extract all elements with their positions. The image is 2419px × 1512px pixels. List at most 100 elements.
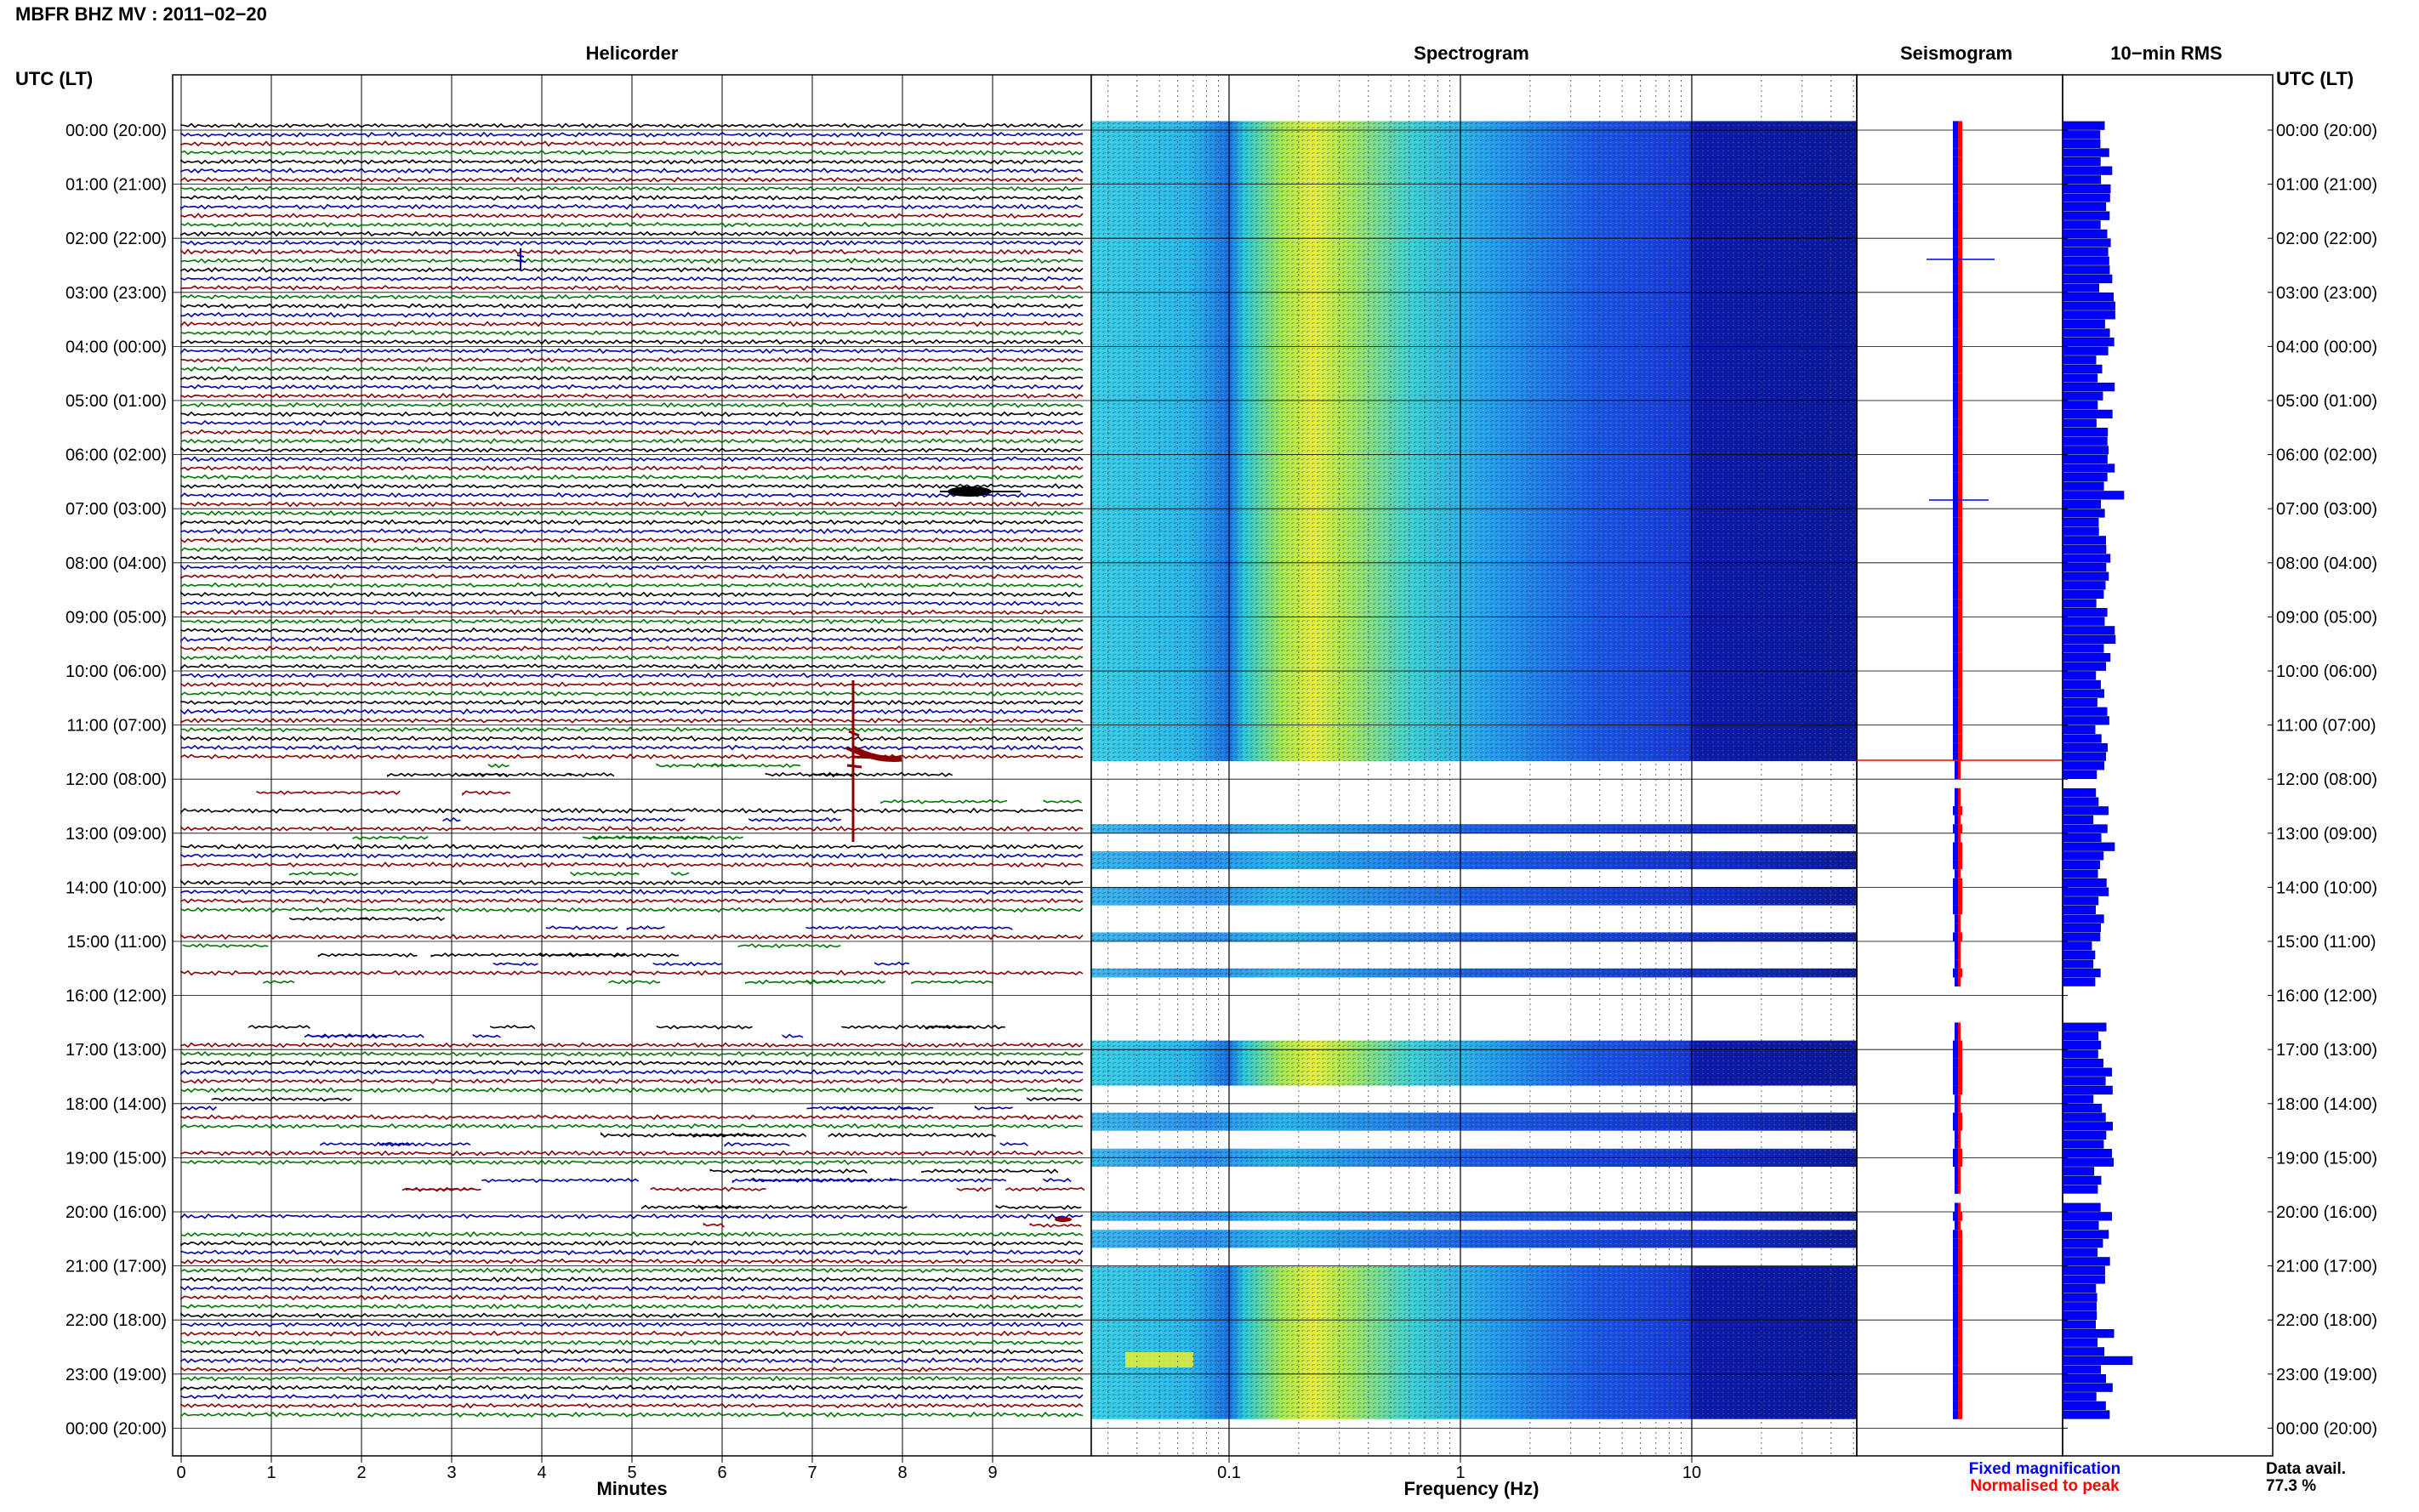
- helicorder-trace-segment: [921, 1168, 1059, 1174]
- seismogram-normalised-trace: [1958, 238, 1962, 247]
- helicorder-trace-segment: [874, 961, 910, 966]
- seismogram-normalised-trace: [1958, 1130, 1961, 1140]
- helicorder-trace-segment: [569, 772, 615, 778]
- helicorder-trace-segment: [358, 916, 446, 922]
- helicorder-trace: [180, 645, 1084, 652]
- seismogram-normalised-trace: [1958, 1320, 1962, 1329]
- seismogram-fixed-trace: [1953, 1157, 1958, 1167]
- seismogram-fixed-trace: [1953, 1365, 1958, 1374]
- seismogram-normalised-trace: [1958, 689, 1962, 698]
- helicorder-trace: [180, 897, 1084, 904]
- spectrogram-texture: [1091, 851, 1857, 870]
- rms-bar: [2062, 599, 2097, 608]
- time-label-left: 17:00 (13:00): [65, 1041, 167, 1060]
- spectrogram-title: Spectrogram: [1414, 43, 1529, 64]
- spectrogram-texture: [1091, 1212, 1857, 1221]
- seismogram-normalised-trace: [1958, 130, 1962, 139]
- helicorder-trace: [180, 1114, 1084, 1121]
- legend-normalised-to-peak: Normalised to peak: [1970, 1477, 2120, 1495]
- event-0200: [515, 248, 526, 270]
- seismogram-normalised-trace: [1958, 742, 1962, 753]
- rms-bar: [2062, 193, 2110, 202]
- helicorder-trace-segment: [1005, 1186, 1085, 1192]
- helicorder-trace: [180, 1402, 1084, 1409]
- seismogram-normalised-trace: [1958, 1293, 1962, 1302]
- seismogram-normalised-trace: [1958, 193, 1962, 202]
- rms-bar: [2062, 1140, 2104, 1149]
- seismogram-fixed-trace: [1953, 1148, 1958, 1158]
- helicorder-trace: [180, 446, 1084, 453]
- helicorder-trace: [180, 474, 1084, 480]
- helicorder-trace: [180, 338, 1084, 345]
- helicorder-trace: [180, 744, 1084, 751]
- rms-bar: [2062, 1220, 2099, 1230]
- seismogram-fixed-trace: [1953, 166, 1958, 175]
- rms-bar: [2062, 319, 2105, 329]
- helicorder-trace: [180, 1375, 1084, 1382]
- rms-bar: [2062, 1383, 2113, 1392]
- helicorder-trace-segment: [995, 1204, 1082, 1210]
- rms-bar: [2062, 481, 2104, 491]
- seismogram-fixed-trace: [1953, 734, 1958, 743]
- time-labels-right: 00:00 (20:00) 01:00 (21:00) 02:00 (22:00) 0…: [2276, 122, 2377, 1438]
- helicorder-trace: [180, 1060, 1084, 1066]
- rms-bar: [2062, 1365, 2101, 1374]
- seismogram-normalised-trace: [1958, 1401, 1962, 1411]
- rms-bar: [2062, 1338, 2098, 1347]
- rms-bar: [2062, 571, 2109, 581]
- seismogram-normalised-trace: [1958, 977, 1961, 986]
- helicorder-x-tick-label: 0: [176, 1464, 185, 1482]
- time-label-left: 01:00 (21:00): [65, 176, 167, 195]
- seismogram-fixed-trace: [1953, 689, 1958, 698]
- time-label-right: 12:00 (08:00): [2276, 770, 2377, 789]
- rms-bar: [2062, 1257, 2110, 1266]
- helicorder-trace-segment: [656, 1025, 753, 1030]
- seismogram-normalised-trace: [1958, 491, 1962, 500]
- time-label-left: 05:00 (01:00): [65, 392, 167, 411]
- seismogram-fixed-trace: [1953, 617, 1958, 626]
- spectrogram-texture: [1091, 121, 1857, 761]
- seismogram-normalised-trace: [1958, 1122, 1962, 1131]
- helicorder-trace-segment: [182, 943, 269, 948]
- seismogram-normalised-trace: [1958, 1103, 1961, 1113]
- time-label-right: 16:00 (12:00): [2276, 987, 2377, 1006]
- spectrogram-x-ticks: 0.1 1 10: [1217, 1456, 1701, 1482]
- rms-bar: [2062, 121, 2105, 130]
- helicorder-trace: [180, 807, 1084, 815]
- seismogram-normalised-trace: [1958, 1185, 1961, 1194]
- helicorder-trace-segment: [709, 1168, 868, 1174]
- time-label-left: 20:00 (16:00): [65, 1203, 167, 1222]
- time-label-left: 06:00 (02:00): [65, 446, 167, 465]
- seismogram-normalised-trace: [1958, 1077, 1962, 1086]
- seismogram-normalised-trace: [1958, 923, 1961, 933]
- seismogram-fixed-trace: [1953, 211, 1958, 220]
- rms-bar: [2062, 544, 2107, 554]
- helicorder-trace: [180, 501, 1084, 508]
- rms-bar: [2062, 878, 2107, 888]
- spectrogram-x-tick-label: 0.1: [1217, 1464, 1241, 1482]
- seismogram-normalised-trace: [1958, 355, 1962, 365]
- helicorder-trace: [180, 1258, 1084, 1265]
- rms-bar: [2062, 256, 2109, 265]
- seismogram-normalised-trace: [1958, 301, 1962, 310]
- rms-bar: [2062, 554, 2111, 563]
- helicorder-trace-segment: [582, 835, 743, 841]
- seismogram-normalised-trace: [1958, 1032, 1961, 1041]
- seismogram-normalised-trace: [1958, 697, 1962, 708]
- helicorder-trace: [180, 374, 1084, 382]
- helicorder-trace-segment: [256, 790, 401, 795]
- seismogram-normalised-trace: [1958, 274, 1962, 284]
- helicorder-trace-segment: [1043, 799, 1082, 804]
- seismogram-normalised-trace: [1958, 509, 1962, 518]
- helicorder-trace-segment: [808, 771, 953, 778]
- helicorder-trace: [180, 1276, 1084, 1283]
- seismogram-fixed-trace: [1953, 401, 1958, 410]
- helicorder-trace: [180, 1150, 1084, 1157]
- seismogram-normalised-trace: [1958, 1140, 1961, 1149]
- time-label-left: 11:00 (07:00): [67, 717, 168, 736]
- helicorder-trace: [180, 321, 1084, 327]
- spectrogram-texture: [1091, 1040, 1857, 1086]
- seismogram-normalised-trace: [1958, 914, 1961, 924]
- seismogram-fixed-trace: [1955, 1130, 1958, 1140]
- seismogram-normalised-trace: [1958, 1094, 1961, 1104]
